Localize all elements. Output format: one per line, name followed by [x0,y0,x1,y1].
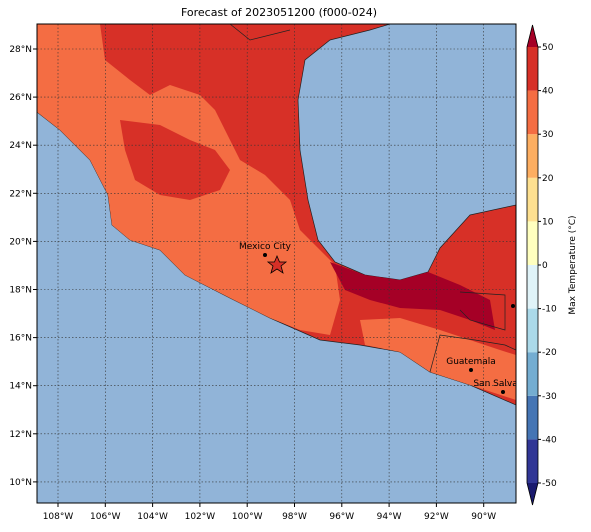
lon-label: 94°W [377,512,402,522]
city-label: Guatemala [446,357,496,367]
title: Forecast of 2023051200 (f000-024) [181,6,377,19]
lat-label: 12°N [9,430,32,440]
lon-label: 100°W [232,512,263,522]
lon-label: 104°W [137,512,168,522]
map-frame [36,23,517,504]
lon-label: 92°W [424,512,449,522]
lat-label: 18°N [9,286,32,296]
colorbar-segment [527,90,538,135]
lon-label: 102°W [185,512,216,522]
colorbar-tick-label: -50 [542,479,557,489]
colorbar-tick-label: 20 [542,174,554,184]
city-dot [501,390,505,394]
colorbar-segment [527,221,538,265]
colorbar-tick-label: -20 [542,348,557,358]
axes-labels: 108°W 106°W 104°W 102°W 100°W 98°W 96°W 94°W 92°… [9,45,496,522]
capital-star [266,254,288,274]
colorbar-tick-label: 40 [542,87,554,97]
colorbar-tick-label: -40 [542,435,557,445]
colorbar-segment [527,308,538,353]
city-dot [469,368,473,372]
lat-label: 14°N [9,382,32,392]
city-dot [263,253,267,257]
graticule [37,24,516,503]
colorbar-tick-label: 10 [542,217,554,227]
hot-region [120,120,230,200]
colorbar-tick-label: 0 [542,261,548,271]
colorbar-extend-bottom [527,483,538,505]
lat-label: 26°N [9,93,32,103]
colorbar-label: Max Temperature (°C) [568,215,578,314]
lat-label: 28°N [9,45,32,55]
colorbar-tick-label: 30 [542,130,554,140]
hottest-region [330,262,495,330]
colorbar-tick-label: -30 [542,392,557,402]
colorbar-tick-label: 50 [542,43,554,53]
lon-label: 108°W [43,512,74,522]
lon-label: 98°W [282,512,307,522]
warm-region-east [360,318,516,400]
city-label: Mexico City [239,242,292,252]
colorbar-extend-top [527,25,538,47]
lon-label: 106°W [90,512,121,522]
colorbar-segment [527,177,538,222]
city-dot [511,304,515,308]
colorbar-segment [527,265,538,309]
lat-label: 16°N [9,334,32,344]
lat-label: 10°N [9,478,32,488]
colorbar: -50 -40 -30 -20 -10 0 10 20 30 40 50 [526,24,557,506]
lon-label: 96°W [329,512,354,522]
lon-label: 90°W [471,512,496,522]
colorbar-segment [527,134,538,178]
lat-label: 22°N [9,189,32,199]
colorbar-segment [527,47,538,91]
map: Mexico City Guatemala San Salvador [37,24,533,503]
colorbar-segment [527,395,538,440]
lat-label: 20°N [9,237,32,247]
colorbar-segment [527,352,538,396]
lat-label: 24°N [9,141,32,151]
colorbar-tick-label: -10 [542,305,557,315]
city-label: San Salvador [473,379,533,389]
colorbar-segment [527,439,538,483]
